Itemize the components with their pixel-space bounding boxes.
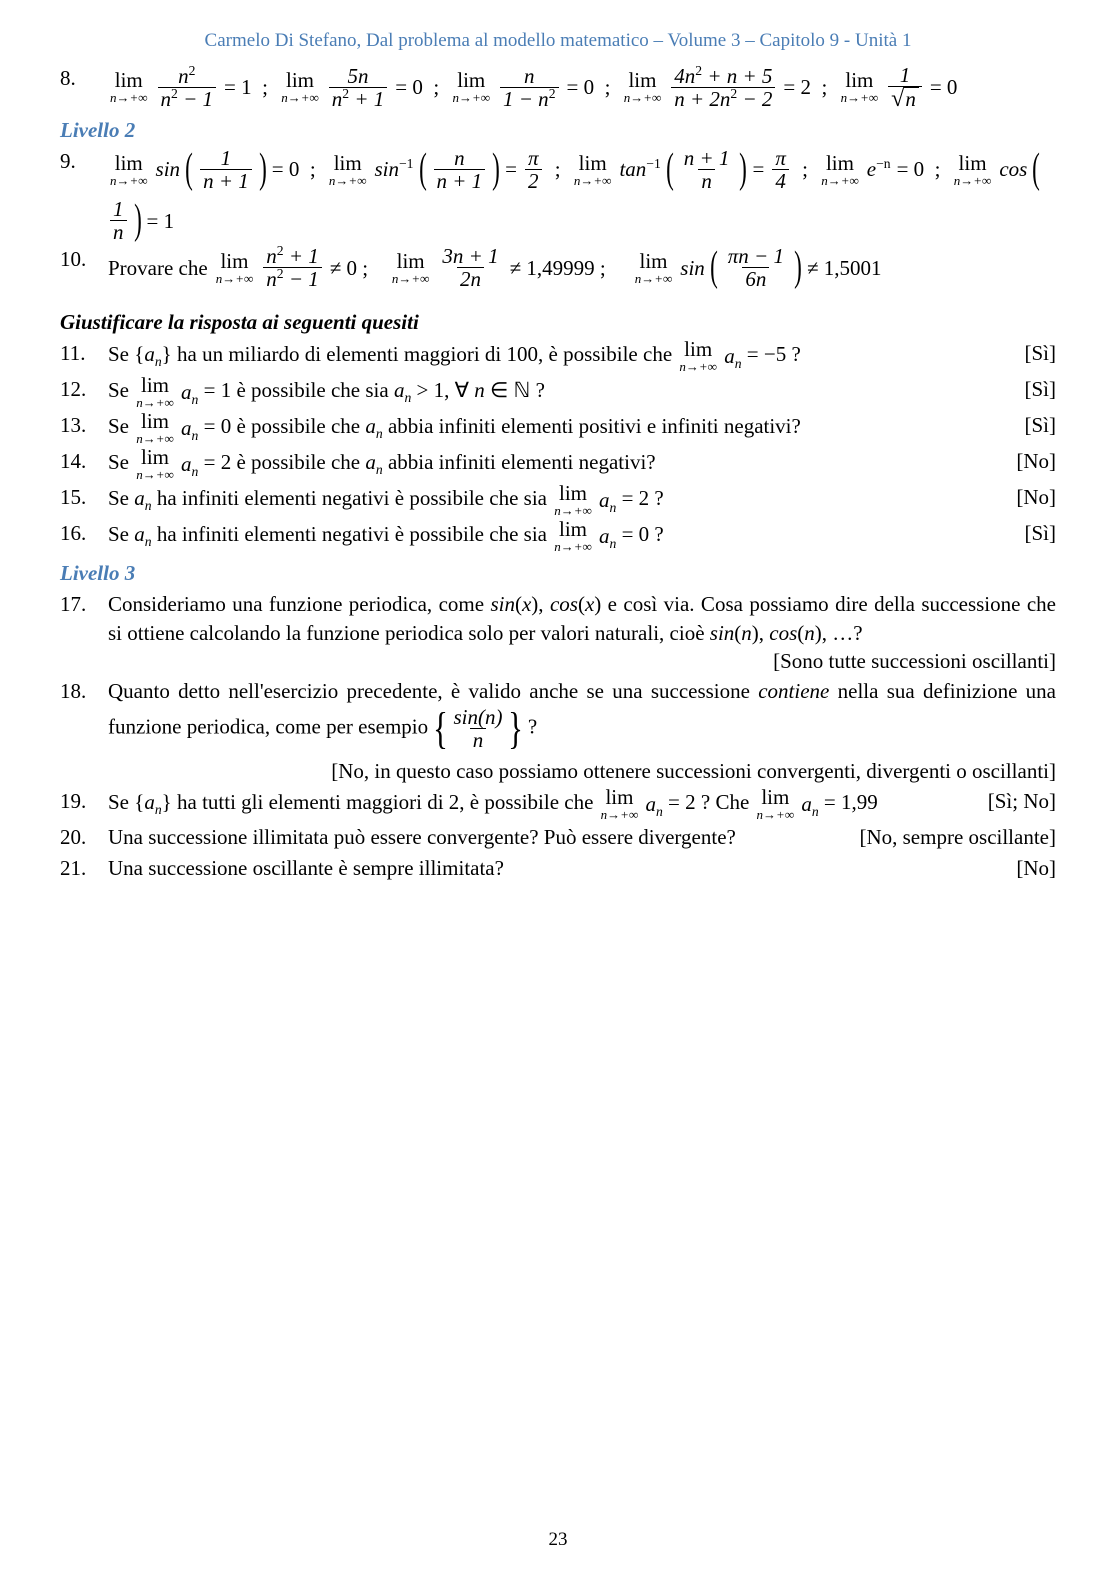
page: Carmelo Di Stefano, Dal problema al mode…: [0, 0, 1116, 1579]
exercise-number: 18.: [60, 677, 108, 705]
answer: [Sì]: [1005, 519, 1057, 547]
exercise-body: limn→+∞ n2n2 − 1 = 1 ; limn→+∞ 5nn2 + 1 …: [108, 64, 1056, 110]
exercise-18: 18. Quanto detto nell'esercizio preceden…: [60, 677, 1056, 785]
exercise-number: 9.: [60, 147, 108, 175]
exercise-body: Se an ha infiniti elementi negativi è po…: [108, 519, 1005, 553]
exercise-20: 20. Una successione illimitata può esser…: [60, 823, 1056, 851]
answer: [Sì]: [1005, 375, 1057, 403]
exercise-21: 21. Una successione oscillante è sempre …: [60, 854, 1056, 882]
exercise-number: 19.: [60, 787, 108, 815]
exercise-number: 20.: [60, 823, 108, 851]
answer: [No]: [996, 447, 1056, 475]
answer: [Sono tutte successioni oscillanti]: [108, 647, 1056, 675]
exercise-body: Se an ha infiniti elementi negativi è po…: [108, 483, 996, 517]
exercise-body: limn→+∞ sin ( 1n + 1 ) = 0 ; limn→+∞ sin…: [108, 147, 1056, 243]
exercise-19: 19. Se {an} ha tutti gli elementi maggio…: [60, 787, 1056, 821]
exercise-17: 17. Consideriamo una funzione periodica,…: [60, 590, 1056, 675]
exercise-15: 15. Se an ha infiniti elementi negativi …: [60, 483, 1056, 517]
exercise-13: 13. Se limn→+∞ an = 0 è possibile che an…: [60, 411, 1056, 445]
exercise-body: Se limn→+∞ an = 1 è possibile che sia an…: [108, 375, 1005, 409]
exercise-body: Quanto detto nell'esercizio precedente, …: [108, 677, 1056, 785]
answer: [No, sempre oscillante]: [839, 823, 1056, 851]
exercise-number: 15.: [60, 483, 108, 511]
exercise-8: 8. limn→+∞ n2n2 − 1 = 1 ; limn→+∞ 5nn2 +…: [60, 64, 1056, 110]
exercise-16: 16. Se an ha infiniti elementi negativi …: [60, 519, 1056, 553]
answer: [No]: [996, 854, 1056, 882]
exercise-body: Se limn→+∞ an = 2 è possibile che an abb…: [108, 447, 996, 481]
exercise-number: 17.: [60, 590, 108, 618]
exercise-10: 10. Provare che limn→+∞ n2 + 1n2 − 1 ≠ 0…: [60, 245, 1056, 290]
exercise-number: 10.: [60, 245, 108, 273]
exercise-number: 21.: [60, 854, 108, 882]
level-3-heading: Livello 3: [60, 561, 1056, 586]
page-header: Carmelo Di Stefano, Dal problema al mode…: [60, 30, 1056, 52]
exercise-body: Consideriamo una funzione periodica, com…: [108, 590, 1056, 675]
exercise-number: 13.: [60, 411, 108, 439]
answer: [Sì]: [1005, 411, 1057, 439]
exercise-number: 8.: [60, 64, 108, 92]
exercise-11: 11. Se {an} ha un miliardo di elementi m…: [60, 339, 1056, 373]
answer: [Sì; No]: [968, 787, 1056, 815]
answer: [Sì]: [1005, 339, 1057, 367]
exercise-body: Una successione oscillante è sempre illi…: [108, 854, 996, 882]
exercise-9: 9. limn→+∞ sin ( 1n + 1 ) = 0 ; limn→+∞ …: [60, 147, 1056, 243]
exercise-number: 12.: [60, 375, 108, 403]
exercise-body: Se limn→+∞ an = 0 è possibile che an abb…: [108, 411, 1005, 445]
answer: [No, in questo caso possiamo ottenere su…: [108, 757, 1056, 785]
exercise-number: 14.: [60, 447, 108, 475]
exercise-body: Se {an} ha tutti gli elementi maggiori d…: [108, 787, 968, 821]
exercise-body: Una successione illimitata può essere co…: [108, 823, 839, 851]
exercise-body: Se {an} ha un miliardo di elementi maggi…: [108, 339, 1005, 373]
exercise-12: 12. Se limn→+∞ an = 1 è possibile che si…: [60, 375, 1056, 409]
exercise-number: 11.: [60, 339, 108, 367]
exercise-14: 14. Se limn→+∞ an = 2 è possibile che an…: [60, 447, 1056, 481]
answer: [No]: [996, 483, 1056, 511]
section-heading: Giustificare la risposta ai seguenti que…: [60, 310, 1056, 335]
exercise-body: Provare che limn→+∞ n2 + 1n2 − 1 ≠ 0 ; l…: [108, 245, 1056, 290]
level-2-heading: Livello 2: [60, 118, 1056, 143]
page-number: 23: [0, 1529, 1116, 1551]
exercise-number: 16.: [60, 519, 108, 547]
